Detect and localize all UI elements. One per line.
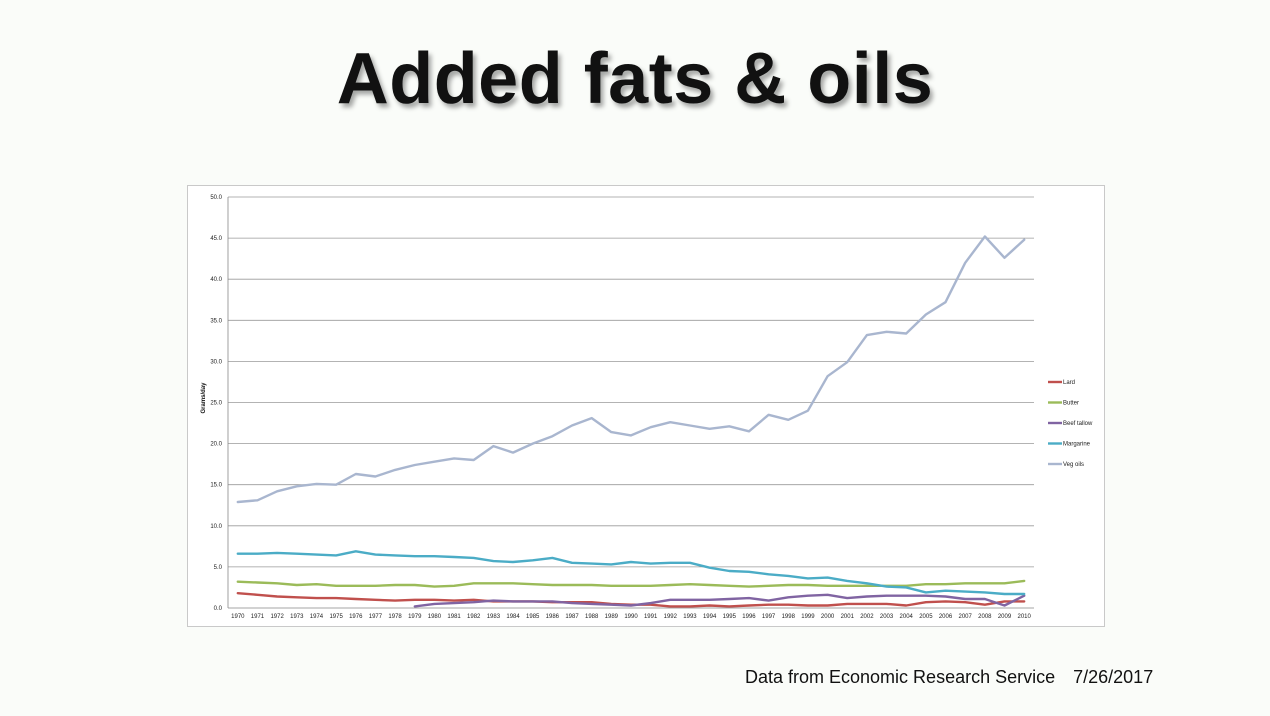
x-tick-label: 1986 [546,614,560,620]
x-tick-label: 2006 [939,614,953,620]
x-tick-label: 1978 [388,614,402,620]
legend-label: Veg oils [1063,462,1084,468]
series-line-beef-tallow [413,593,1026,608]
y-tick-label: 20.0 [210,442,222,448]
x-tick-label: 1981 [447,614,461,620]
x-tick-label: 1996 [742,614,756,620]
x-tick-label: 1991 [644,614,658,620]
y-tick-label: 50.0 [210,195,222,201]
y-tick-label: 45.0 [210,236,222,242]
x-tick-label: 2008 [978,614,992,620]
x-tick-label: 1984 [506,614,520,620]
legend-label: Lard [1063,380,1075,386]
x-tick-label: 1976 [349,614,363,620]
series-line-butter [236,579,1026,588]
x-tick-label: 1997 [762,614,776,620]
x-tick-label: 2004 [900,614,914,620]
y-tick-label: 0.0 [214,606,223,612]
x-tick-label: 1980 [428,614,442,620]
y-axis-label: Grams/day [201,382,207,414]
x-tick-label: 1989 [605,614,619,620]
legend-label: Butter [1063,401,1079,407]
x-tick-label: 1988 [585,614,599,620]
chart-frame: 0.0 5.0 10.0 15.0 20.0 25.0 30.0 35.0 40.0 45.0 50… [187,185,1105,627]
x-tick-label: 2005 [919,614,933,620]
x-tick-label: 1992 [664,614,678,620]
x-tick-label: 1973 [290,614,304,620]
x-tick-label: 2007 [959,614,973,620]
y-tick-label: 5.0 [214,565,223,571]
x-tick-label: 2002 [860,614,874,620]
y-tick-label: 10.0 [210,524,222,530]
x-tick-label: 1977 [369,614,383,620]
slide-title: Added fats & oils [336,39,934,119]
y-tick-label: 30.0 [210,359,222,365]
x-tick-label: 1982 [467,614,481,620]
y-tick-label: 40.0 [210,277,222,283]
footer: Data from Economic Research Service 7/26/… [745,667,1153,688]
series-line-veg-oils [236,235,1026,504]
slide-date: 7/26/2017 [1073,667,1154,687]
y-tick-label: 15.0 [210,483,222,489]
x-tick-label: 2009 [998,614,1012,620]
x-tick-label: 2001 [841,614,855,620]
x-tick-label: 1972 [270,614,284,620]
x-tick-label: 1985 [526,614,540,620]
x-tick-label: 1983 [487,614,501,620]
x-tick-label: 2000 [821,614,835,620]
x-tick-label: 1993 [683,614,697,620]
x-tick-label: 1994 [703,614,717,620]
legend-label: Beef tallow [1063,421,1093,427]
source-credit: Data from Economic Research Service [745,667,1056,687]
x-tick-label: 2010 [1017,614,1031,620]
x-tick-label: 1975 [329,614,343,620]
y-tick-label: 35.0 [210,318,222,324]
x-tick-label: 1999 [801,614,815,620]
x-tick-label: 1990 [624,614,638,620]
x-tick-label: 1987 [565,614,579,620]
x-tick-label: 1974 [310,614,324,620]
x-tick-label: 1979 [408,614,422,620]
series-line-margarine [236,550,1026,596]
x-tick-label: 2003 [880,614,894,620]
y-tick-label: 25.0 [210,401,222,407]
x-tick-label: 1998 [782,614,796,620]
x-tick-label: 1971 [251,614,265,620]
x-tick-label: 1970 [231,614,245,620]
line-chart: 0.0 5.0 10.0 15.0 20.0 25.0 30.0 35.0 40.0 45.0 50… [201,195,1093,620]
x-tick-label: 1995 [723,614,737,620]
legend-label: Margarine [1063,442,1091,448]
